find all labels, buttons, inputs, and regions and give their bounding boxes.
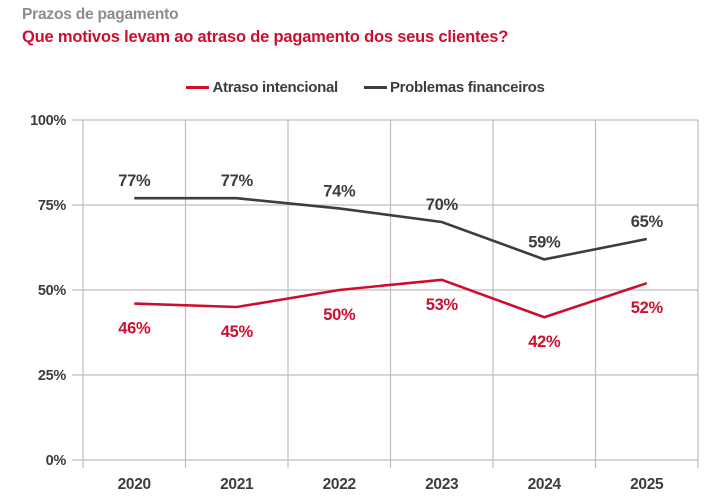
data-label: 59% (528, 233, 561, 251)
series-line-problemas-financeiros (134, 196, 648, 261)
legend-item-problemas-financeiros: Problemas financeiros (363, 79, 545, 96)
legend-label-atraso-intencional: Atraso intencional (212, 79, 338, 96)
legend-label-problemas-financeiros: Problemas financeiros (389, 79, 545, 96)
x-axis-tick-label: 2025 (630, 476, 664, 493)
chart-legend: Atraso intencional Problemas financeiros (10, 79, 711, 96)
data-label: 70% (426, 196, 459, 214)
chart-title: Que motivos levam ao atraso de pagamento… (22, 28, 509, 46)
x-axis-tick-label: 2021 (220, 476, 254, 493)
y-axis-tick-label: 0% (46, 453, 67, 469)
data-label: 53% (426, 296, 459, 314)
data-label: 74% (323, 182, 356, 200)
data-label: 77% (221, 172, 254, 190)
data-label: 42% (528, 333, 561, 351)
y-axis-tick-label: 100% (30, 113, 66, 129)
data-label: 50% (323, 306, 356, 324)
y-axis-tick-label: 25% (38, 368, 67, 384)
data-label: 45% (221, 323, 254, 341)
legend-line-swatch-dark (363, 86, 387, 89)
data-label: 65% (631, 213, 664, 231)
x-axis-tick-label: 2023 (425, 476, 459, 493)
chart-kicker: Prazos de pagamento (22, 6, 179, 23)
legend-item-atraso-intencional: Atraso intencional (186, 79, 338, 96)
x-axis-tick-label: 2024 (528, 476, 562, 493)
legend-line-swatch-red (186, 86, 210, 89)
x-axis-tick-label: 2022 (323, 476, 356, 493)
series-line-atraso-intencional (134, 278, 648, 319)
data-label: 52% (631, 299, 664, 317)
y-axis-tick-label: 50% (38, 283, 67, 299)
data-label: 77% (118, 172, 151, 190)
line-chart: 0% 25% 50% 75% 100% 2020 2021 2022 2023 2024 2025 4… (30, 113, 699, 493)
y-axis-tick-label: 75% (38, 198, 67, 214)
data-label: 46% (118, 320, 151, 338)
x-axis-tick-label: 2020 (118, 476, 151, 493)
